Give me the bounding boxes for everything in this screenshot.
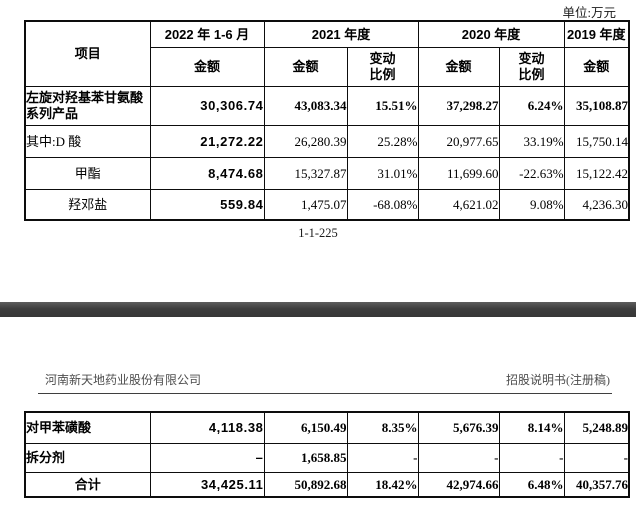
cell-change-2021: - <box>346 443 419 473</box>
financial-table-page2: 对甲苯磺酸 4,118.38 6,150.49 8.35% 5,676.39 8… <box>24 411 630 498</box>
cell-amount-2022: 559.84 <box>149 189 265 221</box>
cell-amount-2019: - <box>563 443 630 473</box>
table-row-total: 合计 34,425.11 50,892.68 18.42% 42,974.66 … <box>24 472 630 498</box>
cell-change-2020: 9.08% <box>498 189 565 221</box>
financial-table-page1: 项目 2022 年 1-6 月 2021 年度 2020 年度 2019 年度 … <box>24 20 631 221</box>
page-number: 1-1-225 <box>298 226 338 240</box>
cell-amount-2019: 15,750.14 <box>563 125 630 158</box>
table-row: 甲酯 8,474.68 15,327.87 31.01% 11,699.60 -… <box>24 157 630 190</box>
row-label-total: 合计 <box>24 472 151 498</box>
cell-amount-2020: 42,974.66 <box>417 472 500 498</box>
header-row-periods: 项目 2022 年 1-6 月 2021 年度 2020 年度 2019 年度 <box>24 20 630 87</box>
cell-amount-2020: 20,977.65 <box>417 125 500 158</box>
col-header-2020: 2020 年度 <box>417 20 565 48</box>
cell-amount-2022: – <box>149 443 265 473</box>
cell-change-2021: 18.42% <box>346 472 419 498</box>
table-row: 左旋对羟基苯甘氨酸系列产品 30,306.74 43,083.34 15.51%… <box>24 86 630 126</box>
cell-amount-2022: 34,425.11 <box>149 472 265 498</box>
cell-change-2020: - <box>498 443 565 473</box>
cell-amount-2019: 15,122.42 <box>563 157 630 190</box>
running-header-rule <box>38 393 612 394</box>
row-label: 对甲苯磺酸 <box>24 411 151 444</box>
cell-amount-2021: 15,327.87 <box>263 157 348 190</box>
row-label: 拆分剂 <box>24 443 151 473</box>
cell-change-2020: 33.19% <box>498 125 565 158</box>
cell-amount-2022: 30,306.74 <box>149 86 265 126</box>
cell-change-2021: 8.35% <box>346 411 419 444</box>
table-row: 其中:D 酸 21,272.22 26,280.39 25.28% 20,977… <box>24 125 630 158</box>
running-header-company: 河南新天地药业股份有限公司 <box>45 373 202 387</box>
cell-change-2021: -68.08% <box>346 189 419 221</box>
cell-amount-2020: 4,621.02 <box>417 189 500 221</box>
col-header-2021: 2021 年度 <box>263 20 419 48</box>
cell-change-2020: 8.14% <box>498 411 565 444</box>
cell-amount-2022: 21,272.22 <box>149 125 265 158</box>
cell-amount-2021: 6,150.49 <box>263 411 348 444</box>
table-row: 对甲苯磺酸 4,118.38 6,150.49 8.35% 5,676.39 8… <box>24 411 630 444</box>
col-header-amount-2020: 金额 <box>417 47 500 87</box>
cell-amount-2020: 37,298.27 <box>417 86 500 126</box>
row-label: 其中:D 酸 <box>24 125 151 158</box>
unit-label: 单位:万元 <box>562 6 616 20</box>
table-row: 羟邓盐 559.84 1,475.07 -68.08% 4,621.02 9.0… <box>24 189 630 221</box>
col-header-2019: 2019 年度 <box>563 20 630 48</box>
cell-amount-2020: - <box>417 443 500 473</box>
cell-change-2021: 15.51% <box>346 86 419 126</box>
row-label: 甲酯 <box>24 157 151 190</box>
cell-amount-2022: 4,118.38 <box>149 411 265 444</box>
running-header-doc-title: 招股说明书(注册稿) <box>506 373 610 387</box>
col-header-change-2021: 变动 比例 <box>346 47 419 87</box>
row-label: 羟邓盐 <box>24 189 151 221</box>
cell-amount-2019: 4,236.30 <box>563 189 630 221</box>
page-break-separator <box>0 302 636 317</box>
row-label: 左旋对羟基苯甘氨酸系列产品 <box>24 86 151 126</box>
table-row: 拆分剂 – 1,658.85 - - - - <box>24 443 630 473</box>
cell-change-2020: -22.63% <box>498 157 565 190</box>
cell-amount-2019: 35,108.87 <box>563 86 630 126</box>
cell-amount-2021: 1,658.85 <box>263 443 348 473</box>
cell-amount-2019: 5,248.89 <box>563 411 630 444</box>
header-row-measures: 金额 金额 变动 比例 金额 变动 比例 金额 <box>25 47 630 87</box>
col-header-amount-2021: 金额 <box>263 47 348 87</box>
cell-change-2021: 25.28% <box>346 125 419 158</box>
cell-change-2020: 6.24% <box>498 86 565 126</box>
col-header-amount-2019: 金额 <box>563 47 630 87</box>
col-header-2022: 2022 年 1-6 月 <box>149 20 265 48</box>
col-header-amount-2022: 金额 <box>149 47 265 87</box>
cell-amount-2021: 50,892.68 <box>263 472 348 498</box>
col-header-change-2020: 变动 比例 <box>498 47 565 87</box>
cell-amount-2019: 40,357.76 <box>563 472 630 498</box>
cell-amount-2021: 43,083.34 <box>263 86 348 126</box>
cell-amount-2021: 1,475.07 <box>263 189 348 221</box>
cell-amount-2022: 8,474.68 <box>149 157 265 190</box>
cell-amount-2020: 11,699.60 <box>417 157 500 190</box>
col-header-item: 项目 <box>24 20 151 87</box>
cell-change-2021: 31.01% <box>346 157 419 190</box>
cell-amount-2020: 5,676.39 <box>417 411 500 444</box>
cell-amount-2021: 26,280.39 <box>263 125 348 158</box>
cell-change-2020: 6.48% <box>498 472 565 498</box>
